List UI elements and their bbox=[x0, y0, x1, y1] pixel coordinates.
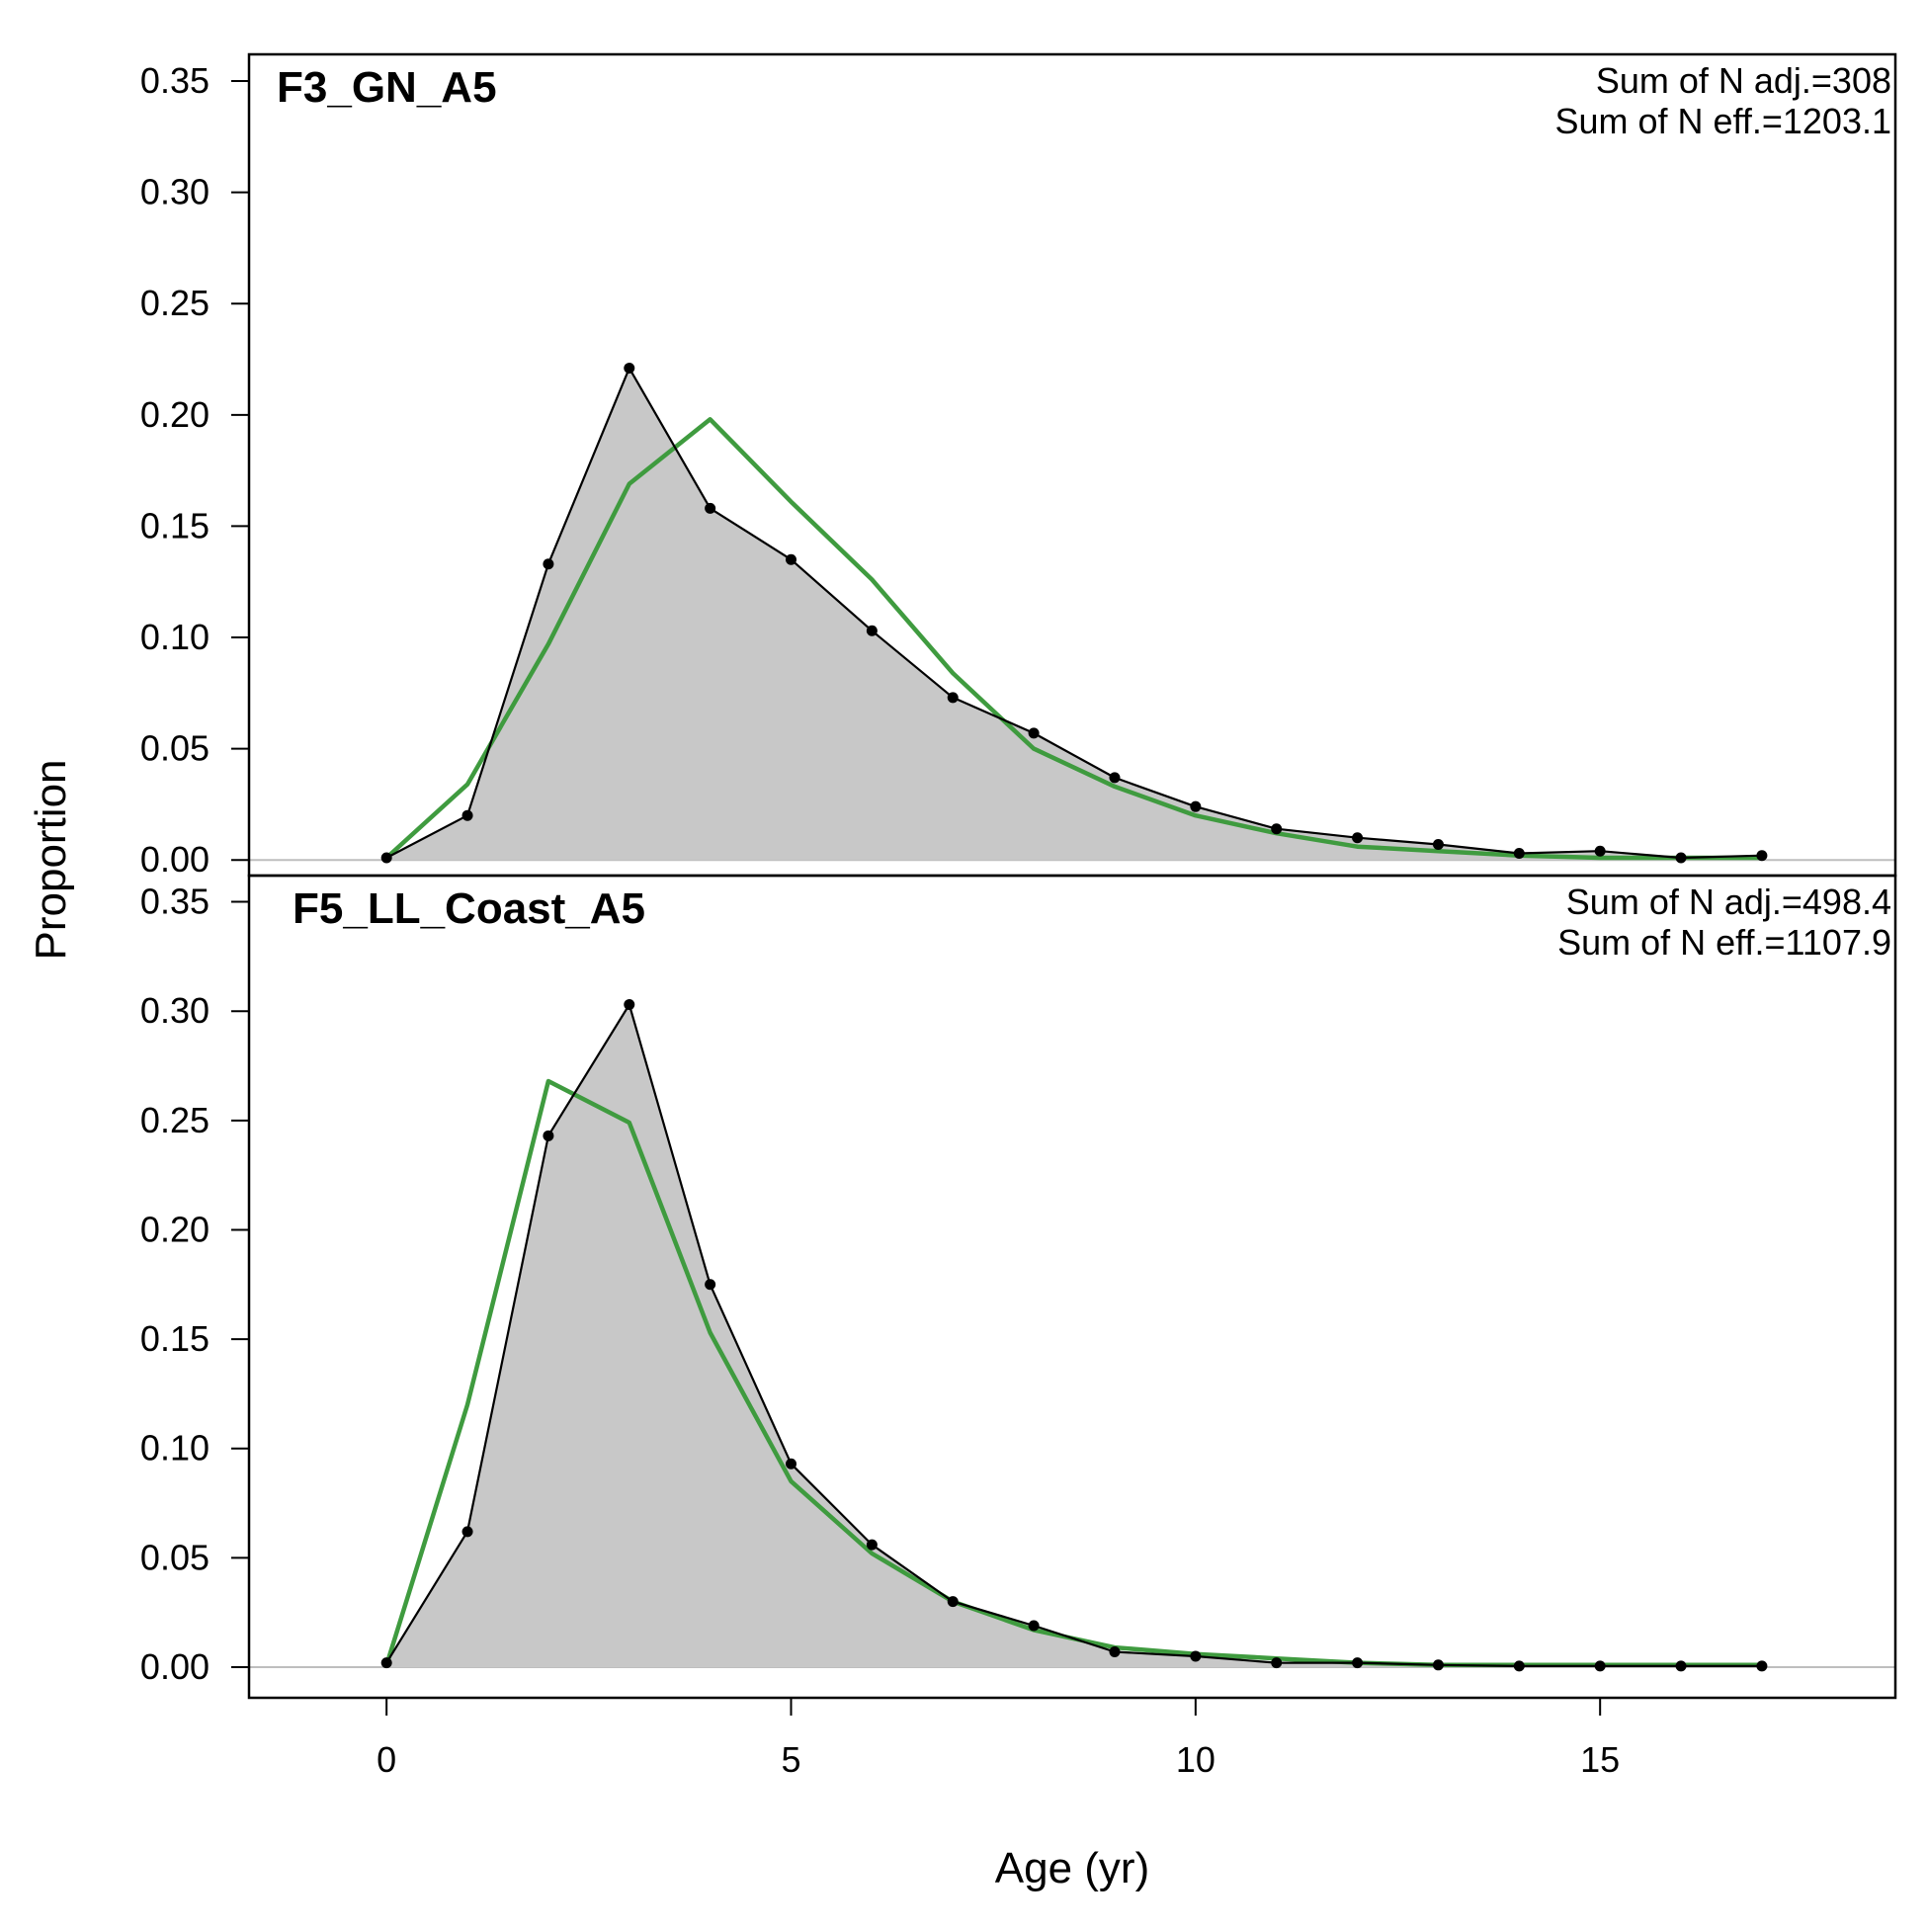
observed-point bbox=[1513, 847, 1525, 859]
observed-area bbox=[386, 1004, 1762, 1667]
observed-point bbox=[1352, 1657, 1364, 1669]
observed-point bbox=[1190, 800, 1202, 812]
observed-point bbox=[1028, 727, 1040, 739]
y-tick-label: 0.25 bbox=[140, 1100, 209, 1140]
y-tick-label: 0.10 bbox=[140, 617, 209, 657]
observed-point bbox=[947, 692, 959, 704]
observed-area bbox=[386, 368, 1762, 861]
observed-point bbox=[380, 1657, 392, 1669]
y-tick-label: 0.05 bbox=[140, 1537, 209, 1577]
y-tick-label: 0.15 bbox=[140, 1318, 209, 1359]
panels: 0.00 0.05 0.10 0.15 0.20 0.25 0.30 0.35 F3_GN_A5… bbox=[140, 52, 1897, 1780]
panel-annotation: Sum of N eff.=1107.9 bbox=[1557, 922, 1891, 963]
observed-point bbox=[1109, 1646, 1121, 1658]
y-tick-label: 0.25 bbox=[140, 283, 209, 323]
observed-point bbox=[1028, 1620, 1040, 1632]
observed-point bbox=[624, 999, 635, 1011]
observed-point bbox=[1352, 832, 1364, 844]
y-tick-label: 0.05 bbox=[140, 728, 209, 769]
panel-1: 0.00 0.05 0.10 0.15 0.20 0.25 0.30 0.35 F3_GN_A5… bbox=[140, 52, 1897, 880]
observed-point bbox=[380, 852, 392, 864]
y-tick-label: 0.20 bbox=[140, 394, 209, 435]
panel-title: F3_GN_A5 bbox=[277, 63, 497, 112]
y-tick-label: 0.30 bbox=[140, 172, 209, 212]
observed-point bbox=[1109, 772, 1121, 784]
panel-annotation: Sum of N adj.=308 bbox=[1596, 60, 1891, 101]
y-tick-label: 0.00 bbox=[140, 1646, 209, 1687]
y-axis-title: Proportion bbox=[27, 759, 75, 960]
observed-point bbox=[543, 1130, 554, 1141]
x-tick-label: 5 bbox=[781, 1739, 800, 1780]
x-tick-label: 10 bbox=[1176, 1739, 1215, 1780]
observed-point bbox=[786, 553, 797, 565]
y-tick-label: 0.35 bbox=[140, 882, 209, 922]
observed-point bbox=[1513, 1660, 1525, 1672]
y-tick-label: 0.15 bbox=[140, 505, 209, 546]
observed-point bbox=[543, 558, 554, 570]
observed-point bbox=[461, 1526, 473, 1538]
observed-point bbox=[461, 809, 473, 821]
observed-point bbox=[1756, 850, 1768, 862]
x-axis-title: Age (yr) bbox=[995, 1844, 1149, 1892]
panel-2: 0.00 0.05 0.10 0.15 0.20 0.25 0.30 0.35 0 5 10 15 F5… bbox=[140, 874, 1897, 1780]
observed-line bbox=[385, 1003, 1762, 1668]
panel-annotation: Sum of N eff.=1203.1 bbox=[1554, 101, 1891, 141]
observed-point bbox=[866, 1539, 878, 1551]
observed-point bbox=[1756, 1660, 1768, 1672]
y-tick-label: 0.00 bbox=[140, 839, 209, 880]
observed-point bbox=[1675, 1660, 1687, 1672]
observed-point bbox=[866, 625, 878, 636]
y-tick-label: 0.20 bbox=[140, 1209, 209, 1249]
observed-point bbox=[1594, 1660, 1606, 1672]
observed-point bbox=[1271, 823, 1283, 835]
y-tick-label: 0.30 bbox=[140, 990, 209, 1031]
observed-point bbox=[624, 363, 635, 375]
observed-point bbox=[1675, 852, 1687, 864]
observed-point bbox=[1190, 1650, 1202, 1662]
observed-point bbox=[1432, 1659, 1444, 1671]
observed-point bbox=[1594, 845, 1606, 857]
observed-point bbox=[705, 502, 716, 514]
panel-frame bbox=[247, 874, 1897, 1700]
panel-annotation: Sum of N adj.=498.4 bbox=[1566, 882, 1891, 922]
observed-point bbox=[1271, 1657, 1283, 1669]
observed-point bbox=[786, 1458, 797, 1470]
y-tick-label: 0.10 bbox=[140, 1428, 209, 1469]
y-tick-label: 0.35 bbox=[140, 60, 209, 101]
observed-point bbox=[947, 1596, 959, 1608]
x-tick-label: 15 bbox=[1580, 1739, 1620, 1780]
expected-line bbox=[384, 417, 1762, 861]
observed-line bbox=[385, 367, 1762, 860]
observed-point bbox=[1432, 838, 1444, 850]
observed-point bbox=[705, 1279, 716, 1291]
x-tick-label: 0 bbox=[377, 1739, 396, 1780]
panel-title: F5_LL_Coast_A5 bbox=[293, 884, 645, 933]
